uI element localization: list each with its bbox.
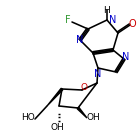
Polygon shape (47, 88, 63, 106)
Text: OH: OH (86, 112, 100, 121)
Text: F: F (65, 15, 71, 25)
Text: HO: HO (21, 114, 35, 122)
Text: N: N (76, 35, 84, 45)
Text: OH: OH (50, 122, 64, 131)
Text: N: N (122, 52, 130, 62)
Polygon shape (77, 107, 87, 118)
Text: N: N (94, 69, 102, 79)
Text: O: O (128, 19, 136, 29)
Text: O: O (80, 84, 88, 92)
Text: H: H (104, 6, 110, 14)
Text: N: N (109, 15, 117, 25)
